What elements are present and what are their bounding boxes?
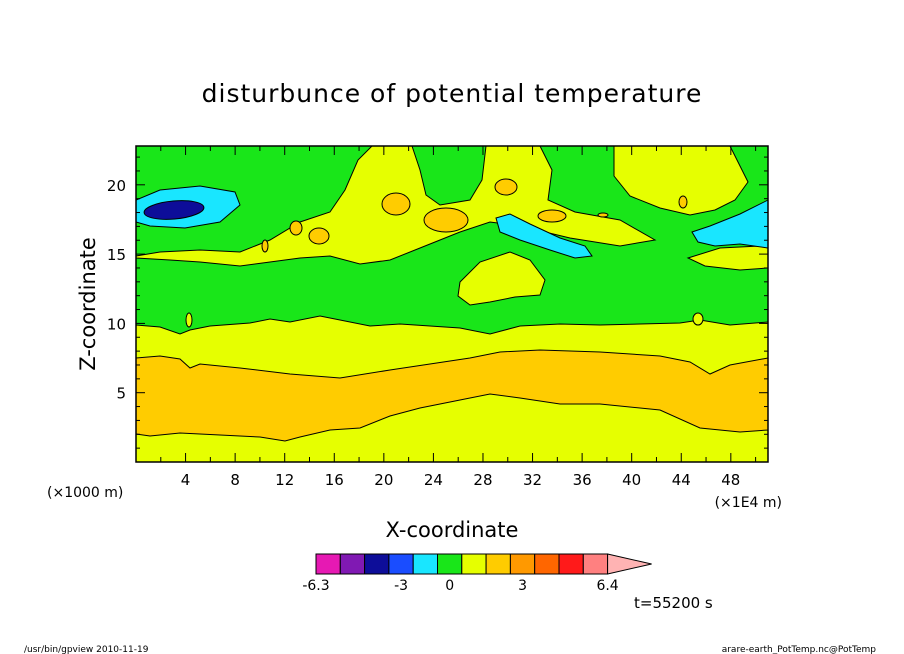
x-tick-label: 28 — [473, 471, 492, 489]
contour-band-cyan-mid — [495, 213, 593, 259]
y-axis-label: Z-coordinate — [76, 237, 100, 371]
contour-speck-5 — [261, 239, 269, 253]
colorbar-swatch — [364, 553, 390, 575]
x-tick-label: 24 — [424, 471, 443, 489]
colorbar-tick-label: 0 — [445, 578, 454, 594]
x-tick-label: 44 — [672, 471, 691, 489]
x-tick-label: 16 — [325, 471, 344, 489]
contour-band-cyan-right — [691, 199, 768, 249]
x-tick-label: 12 — [275, 471, 294, 489]
x-tick-label: 4 — [181, 471, 191, 489]
x-tick-label: 8 — [230, 471, 240, 489]
chart-title: disturbunce of potential temperature — [202, 79, 703, 108]
contour-speck-2 — [692, 312, 704, 326]
colorbar-swatch — [534, 553, 560, 575]
y-tick-label: 5 — [116, 385, 126, 403]
contour-blob-orange-1 — [381, 192, 411, 216]
x-unit-note: (×1E4 m) — [715, 495, 782, 511]
colorbar-tick-label: -6.3 — [302, 578, 329, 594]
contour-band-yellow-ne — [613, 146, 749, 216]
y-tick-label: 20 — [107, 177, 126, 195]
contour-blob-yellow-mid — [457, 251, 546, 306]
colorbar-swatch — [558, 553, 584, 575]
contour-speck-3 — [678, 195, 688, 209]
contour-blob-orange-3 — [308, 227, 330, 245]
contour-blob-orange-6 — [537, 209, 567, 223]
colorbar-swatch — [388, 553, 414, 575]
colorbar-swatch — [509, 553, 536, 575]
contour-blob-orange-5 — [494, 178, 518, 196]
contour-band-orange — [136, 349, 768, 442]
contour-speck-4 — [597, 212, 609, 218]
colorbar: -6.3 -3 0 3 6.4 — [302, 553, 652, 594]
colorbar-extend-arrow — [607, 553, 652, 575]
contour-blob-orange-2 — [423, 207, 469, 233]
colorbar-swatch — [412, 553, 439, 575]
time-label: t=55200 s — [634, 594, 713, 612]
x-tick-label: 20 — [374, 471, 393, 489]
x-axis-label: X-coordinate — [386, 518, 519, 542]
y-tick-label: 15 — [107, 246, 126, 264]
colorbar-swatch — [437, 553, 463, 575]
colorbar-tick-label: 6.4 — [596, 578, 618, 594]
colorbar-swatch — [485, 553, 511, 575]
colorbar-swatch — [582, 553, 609, 575]
contour-blob-orange-4 — [289, 220, 303, 236]
contour-field — [136, 146, 768, 462]
contour-core-blue — [143, 200, 205, 220]
x-tick-label: 48 — [721, 471, 740, 489]
colorbar-swatch — [461, 553, 487, 575]
plot-frame — [135, 145, 769, 463]
footer-right: arare-earth_PotTemp.nc@PotTemp — [722, 645, 877, 654]
footer-left: /usr/bin/gpview 2010-11-19 — [24, 645, 149, 654]
colorbar-swatch — [339, 553, 366, 575]
y-tick-label: 10 — [107, 315, 126, 333]
colorbar-tick-label: 3 — [518, 578, 527, 594]
colorbar-tick-label: -3 — [394, 578, 408, 594]
y-unit-note: (×1000 m) — [47, 485, 123, 501]
x-tick-label: 32 — [523, 471, 542, 489]
x-tick-label: 36 — [573, 471, 592, 489]
colorbar-swatch — [315, 553, 341, 575]
contour-band-yellow-right — [686, 245, 768, 271]
contour-speck-1 — [185, 312, 193, 328]
x-tick-label: 40 — [622, 471, 641, 489]
